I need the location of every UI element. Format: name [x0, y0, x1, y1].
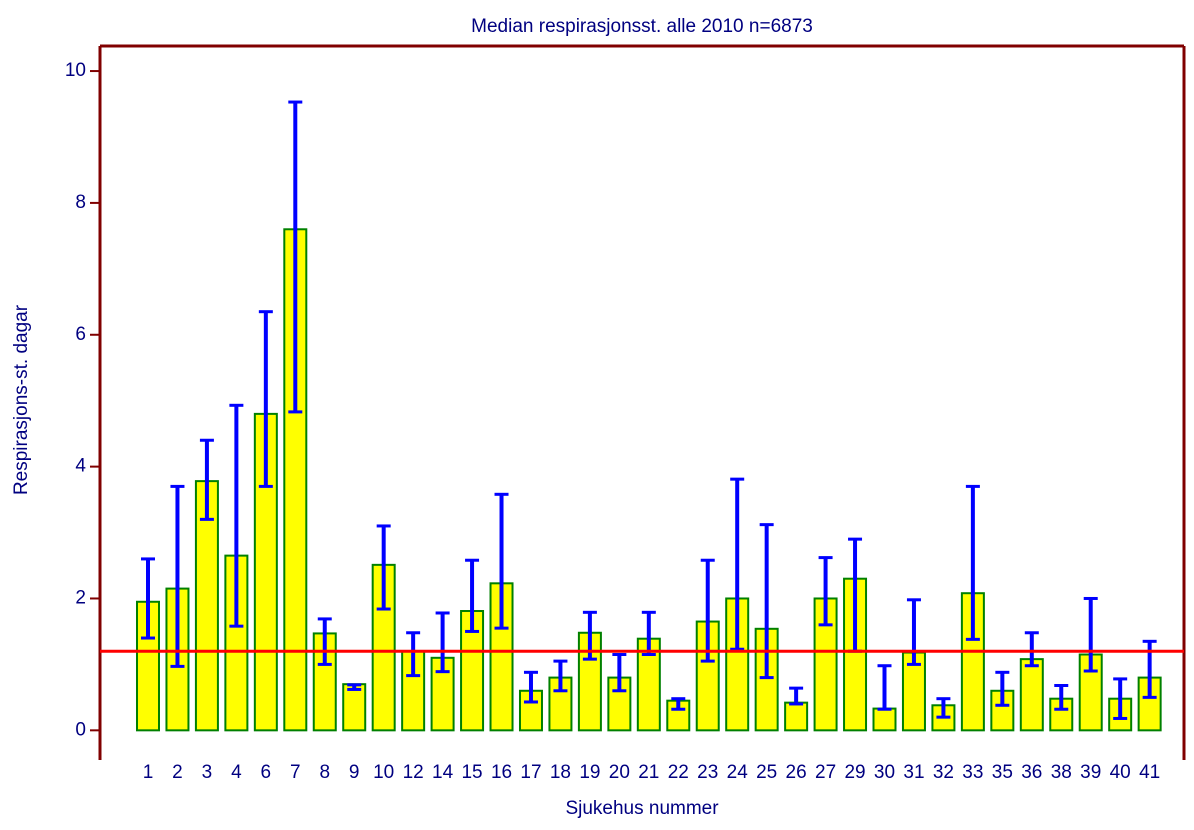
x-tick-label: 32 [933, 762, 954, 783]
x-tick-label: 7 [290, 762, 301, 783]
bar [872, 707, 897, 732]
x-tick-label: 20 [609, 762, 630, 783]
chart-title: Median respirasjonsst. alle 2010 n=6873 [471, 16, 813, 37]
x-tick-label: 31 [903, 762, 924, 783]
x-tick-label: 30 [874, 762, 895, 783]
x-tick-label: 23 [697, 762, 718, 783]
bar [784, 701, 809, 732]
bar [342, 683, 367, 732]
x-tick-label: 40 [1110, 762, 1131, 783]
x-tick-label: 38 [1051, 762, 1072, 783]
x-tick-label: 21 [638, 762, 659, 783]
y-tick-label: 10 [65, 60, 86, 81]
x-axis-label: Sjukehus nummer [565, 798, 719, 819]
x-tick-label: 4 [231, 762, 242, 783]
y-tick-label: 6 [75, 324, 86, 345]
y-tick-label: 8 [75, 192, 86, 213]
x-tick-label: 35 [992, 762, 1013, 783]
x-tick-label: 26 [786, 762, 807, 783]
x-tick-label: 14 [432, 762, 454, 783]
x-tick-label: 12 [403, 762, 424, 783]
x-tick-label: 25 [756, 762, 777, 783]
x-tick-label: 16 [491, 762, 512, 783]
x-tick-label: 17 [520, 762, 541, 783]
x-tick-label: 2 [172, 762, 183, 783]
y-tick-label: 2 [75, 587, 86, 608]
y-axis-label: Respirasjons-st. dagar [11, 304, 32, 495]
x-tick-label: 33 [962, 762, 983, 783]
x-tick-label: 9 [349, 762, 360, 783]
bar [1019, 658, 1044, 732]
x-tick-label: 19 [579, 762, 600, 783]
x-tick-label: 15 [461, 762, 482, 783]
x-tick-label: 29 [844, 762, 865, 783]
x-tick-label: 22 [668, 762, 689, 783]
x-tick-label: 18 [550, 762, 571, 783]
x-tick-label: 10 [373, 762, 394, 783]
x-tick-label: 27 [815, 762, 836, 783]
y-tick-label: 0 [75, 719, 86, 740]
x-tick-label: 39 [1080, 762, 1101, 783]
x-tick-label: 1 [143, 762, 154, 783]
x-tick-label: 3 [202, 762, 213, 783]
x-tick-label: 36 [1021, 762, 1042, 783]
y-tick-label: 4 [75, 456, 86, 477]
x-tick-label: 8 [319, 762, 330, 783]
x-tick-label: 6 [261, 762, 272, 783]
x-tick-label: 24 [727, 762, 749, 783]
x-tick-label: 41 [1139, 762, 1160, 783]
